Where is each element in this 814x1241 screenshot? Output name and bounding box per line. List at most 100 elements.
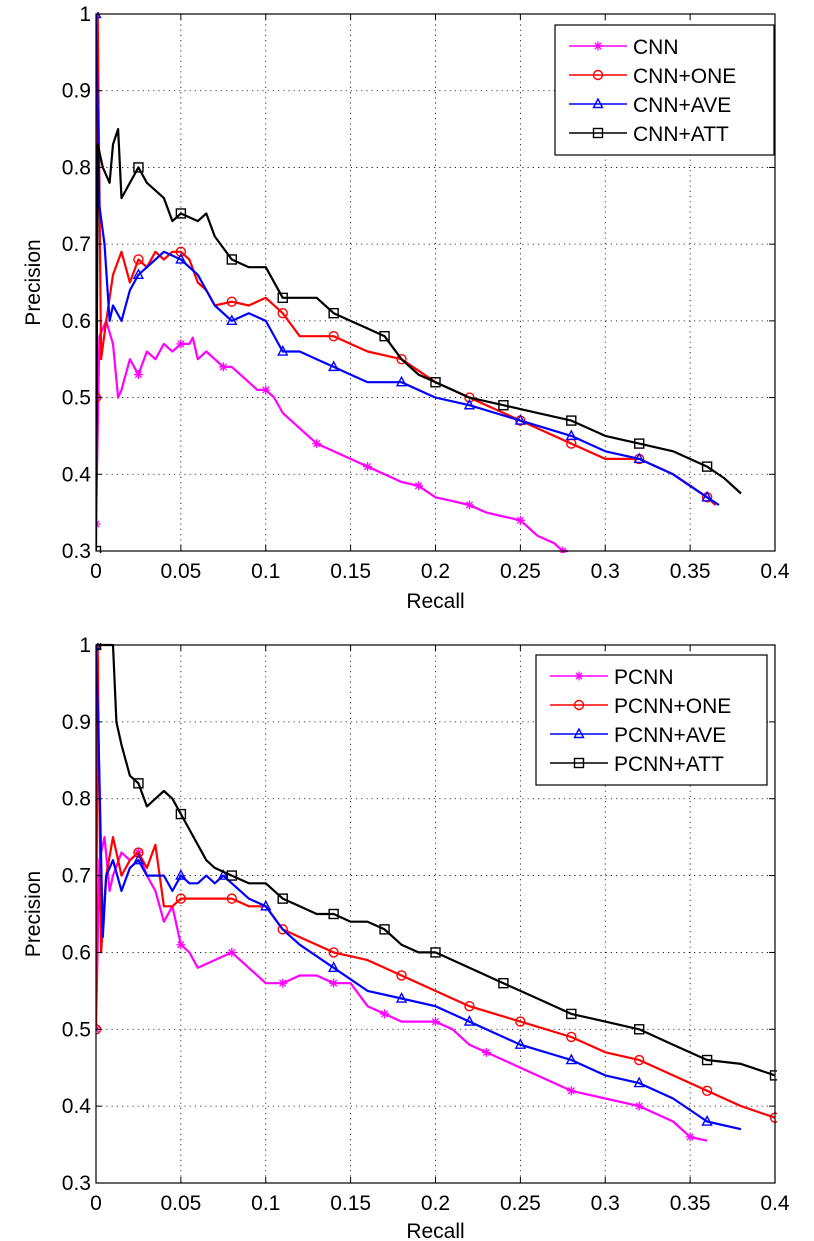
y-tick-label: 0.4	[62, 463, 92, 486]
legend-label-pcnn: PCNN	[614, 666, 674, 689]
series-marker-pcnn	[227, 947, 237, 957]
series-marker-pcnn-one	[701, 1085, 713, 1096]
series-group	[96, 12, 742, 553]
series-marker-cnn-ave	[96, 12, 102, 19]
series-marker-pcnn-att	[498, 977, 509, 989]
series-marker-cnn-ave	[175, 252, 187, 264]
y-tick-label: 0.4	[62, 1095, 92, 1118]
y-tick-label: 0.8	[62, 788, 91, 811]
series-marker-pcnn-att	[430, 947, 441, 958]
legend-marker-cnn-one	[592, 69, 604, 81]
x-tick-label: 0.3	[591, 560, 620, 583]
y-axis-label: Precision	[22, 239, 45, 325]
y-tick-label: 0.6	[62, 310, 91, 333]
legend-label-pcnn-ave: PCNN+AVE	[614, 724, 726, 747]
legend-marker-pcnn-one	[573, 699, 585, 711]
series-marker-cnn	[363, 462, 373, 472]
legend-label-cnn-ave: CNN+AVE	[633, 94, 731, 117]
x-tick-label: 0.05	[160, 560, 201, 583]
series-marker-cnn-att	[634, 438, 645, 449]
legend-label-pcnn-one: PCNN+ONE	[614, 695, 731, 718]
series-marker-pcnn-ave	[175, 869, 187, 880]
series-marker-pcnn-ave	[327, 961, 340, 972]
series-marker-pcnn-ave	[132, 853, 145, 865]
series-marker-pcnn-one	[634, 1054, 645, 1066]
series-marker-cnn-att	[430, 377, 441, 388]
legend-label-cnn: CNN	[633, 36, 679, 59]
series-marker-cnn-att	[175, 208, 187, 219]
x-tick-label: 0.35	[670, 560, 711, 583]
legend-label-cnn-att: CNN+ATT	[633, 123, 729, 146]
series-marker-pcnn-att	[634, 1024, 645, 1035]
series-marker-pcnn	[278, 978, 288, 988]
x-tick-label: 0.1	[251, 1192, 280, 1215]
series-line-pcnn-ave	[96, 644, 742, 1131]
series-marker-cnn-one	[175, 246, 187, 258]
x-tick-label: 0.2	[421, 560, 450, 583]
y-tick-label: 0.5	[62, 1018, 91, 1041]
series-marker-cnn-att	[226, 254, 238, 265]
series-marker-cnn-one	[226, 296, 238, 307]
series-marker-cnn-one	[133, 254, 144, 265]
x-tick-label: 0.4	[760, 560, 790, 583]
x-tick-label: 0.2	[421, 1192, 450, 1215]
legend-marker-pcnn	[574, 671, 584, 681]
series-marker-cnn-ave	[514, 414, 527, 425]
legend: CNN CNN+ONE CNN+AVE CNN+ATT	[554, 24, 775, 156]
series-marker-cnn	[133, 370, 143, 380]
x-tick-label: 0.3	[591, 1192, 620, 1215]
series-marker-cnn-ave	[565, 429, 577, 441]
series-marker-cnn-ave	[226, 314, 238, 326]
legend-label-cnn-one: CNN+ONE	[633, 65, 736, 88]
series-marker-cnn-one	[396, 354, 407, 365]
series-marker-pcnn-att	[379, 924, 390, 935]
x-tick-label: 0.25	[500, 560, 541, 583]
precision-recall-chart-cnn: 0 0.05 0.1 0.15 0.2 0.25 0.3 0.35 0.4 0.3 0.4 0.5 0.…	[22, 3, 790, 613]
series-group	[96, 643, 777, 1142]
series-marker-pcnn-one	[464, 1001, 475, 1012]
y-tick-label: 0.7	[62, 233, 91, 256]
x-tick-label: 0.4	[760, 1192, 790, 1215]
legend-marker-pcnn-ave	[573, 727, 585, 739]
series-marker-pcnn-att	[133, 778, 144, 789]
series-marker-pcnn-ave	[463, 1015, 476, 1026]
y-tick-label: 0.5	[62, 387, 91, 410]
series-marker-pcnn	[634, 1101, 644, 1111]
series-marker-pcnn	[481, 1047, 491, 1057]
y-tick-label: 1	[79, 634, 91, 657]
series-marker-cnn-ave	[395, 375, 408, 387]
x-tick-label: 0.1	[251, 560, 280, 583]
series-marker-cnn	[261, 385, 271, 395]
series-marker-cnn-att	[498, 400, 509, 411]
y-tick-label: 1	[79, 3, 91, 26]
series-marker-cnn-ave	[327, 360, 340, 372]
series-marker-pcnn-att	[226, 870, 238, 881]
x-tick-label: 0.15	[330, 1192, 371, 1215]
legend-marker-cnn	[593, 41, 603, 51]
series-marker-cnn-ave	[701, 490, 713, 502]
y-tick-label: 0.3	[62, 540, 91, 563]
legend-marker-pcnn-att	[573, 757, 585, 769]
series-marker-cnn	[515, 515, 525, 525]
series-marker-pcnn	[329, 978, 339, 988]
y-tick-label: 0.3	[62, 1172, 91, 1195]
series-marker-cnn	[414, 481, 424, 491]
series-marker-cnn-att	[701, 461, 713, 472]
series-marker-cnn-att	[328, 307, 339, 319]
y-tick-label: 0.9	[62, 711, 91, 734]
series-line-pcnn-att	[96, 643, 776, 1077]
series-marker-pcnn-one	[133, 847, 144, 858]
x-tick-label: 0.15	[330, 560, 371, 583]
x-tick-label: 0	[90, 560, 102, 583]
series-line-cnn-att	[96, 128, 742, 552]
y-axis-label: Precision	[22, 871, 45, 957]
series-marker-pcnn-one	[328, 947, 339, 958]
series-marker-pcnn-att	[175, 808, 187, 820]
x-tick-label: 0.05	[160, 1192, 201, 1215]
y-tick-label: 0.8	[62, 156, 91, 179]
x-axis-label: Recall	[406, 590, 464, 613]
series-line-cnn-ave	[96, 13, 720, 506]
series-marker-cnn-ave	[463, 398, 476, 410]
series-marker-cnn	[464, 500, 474, 510]
series-marker-pcnn-ave	[633, 1076, 645, 1088]
